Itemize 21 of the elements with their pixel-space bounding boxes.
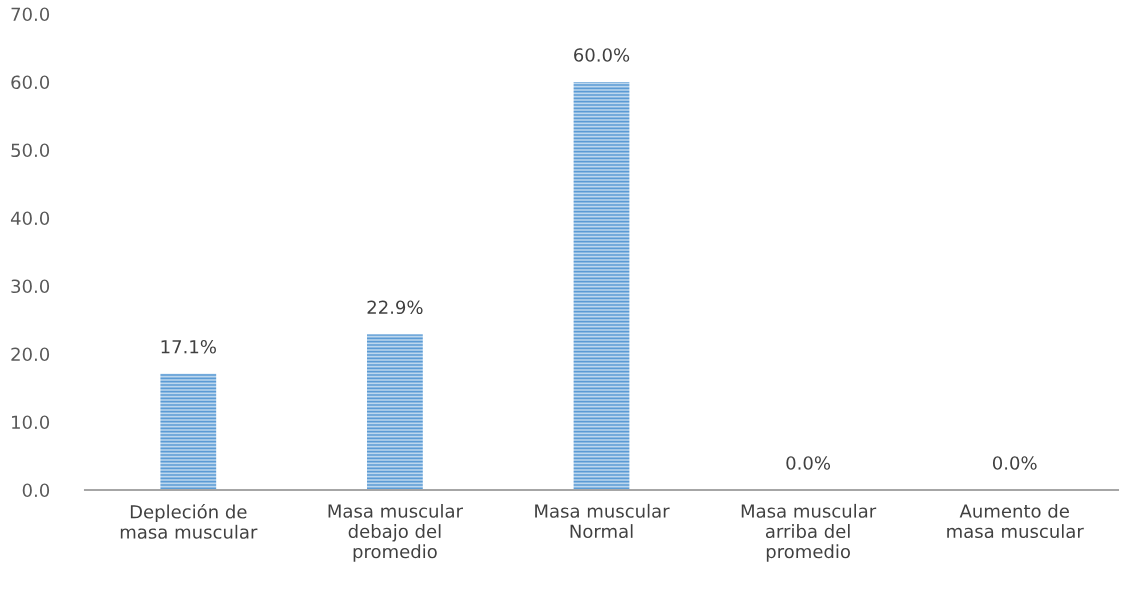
data-label: 22.9% <box>367 300 423 315</box>
y-tick-label: 20.0 <box>11 347 50 362</box>
y-tick-label: 10.0 <box>12 415 50 430</box>
x-tick-label: Masa muscular arriba del promedio <box>741 503 877 562</box>
bar <box>367 334 423 490</box>
data-label: 0.0% <box>786 456 831 470</box>
data-label: 60.0% <box>574 48 630 62</box>
x-tick-label: Masa muscular Normal <box>535 503 670 539</box>
y-tick-label: 50.0 <box>11 143 50 158</box>
bar <box>573 82 630 490</box>
y-tick-label: 0.0 <box>22 483 50 498</box>
data-label: 0.0% <box>992 456 1037 470</box>
data-label: 17.1% <box>161 339 216 354</box>
y-tick-label: 40.0 <box>10 211 50 226</box>
y-tick-label: 30.0 <box>11 279 50 294</box>
x-tick-label: Aumento de masa muscular <box>947 503 1084 539</box>
x-tick-label: Depleción de masa muscular <box>120 503 258 539</box>
bar <box>160 373 217 490</box>
y-tick-label: 70.0 <box>11 7 50 22</box>
x-tick-label: Masa muscular debajo del promedio <box>328 503 463 562</box>
y-tick-label: 60.0 <box>11 75 50 90</box>
